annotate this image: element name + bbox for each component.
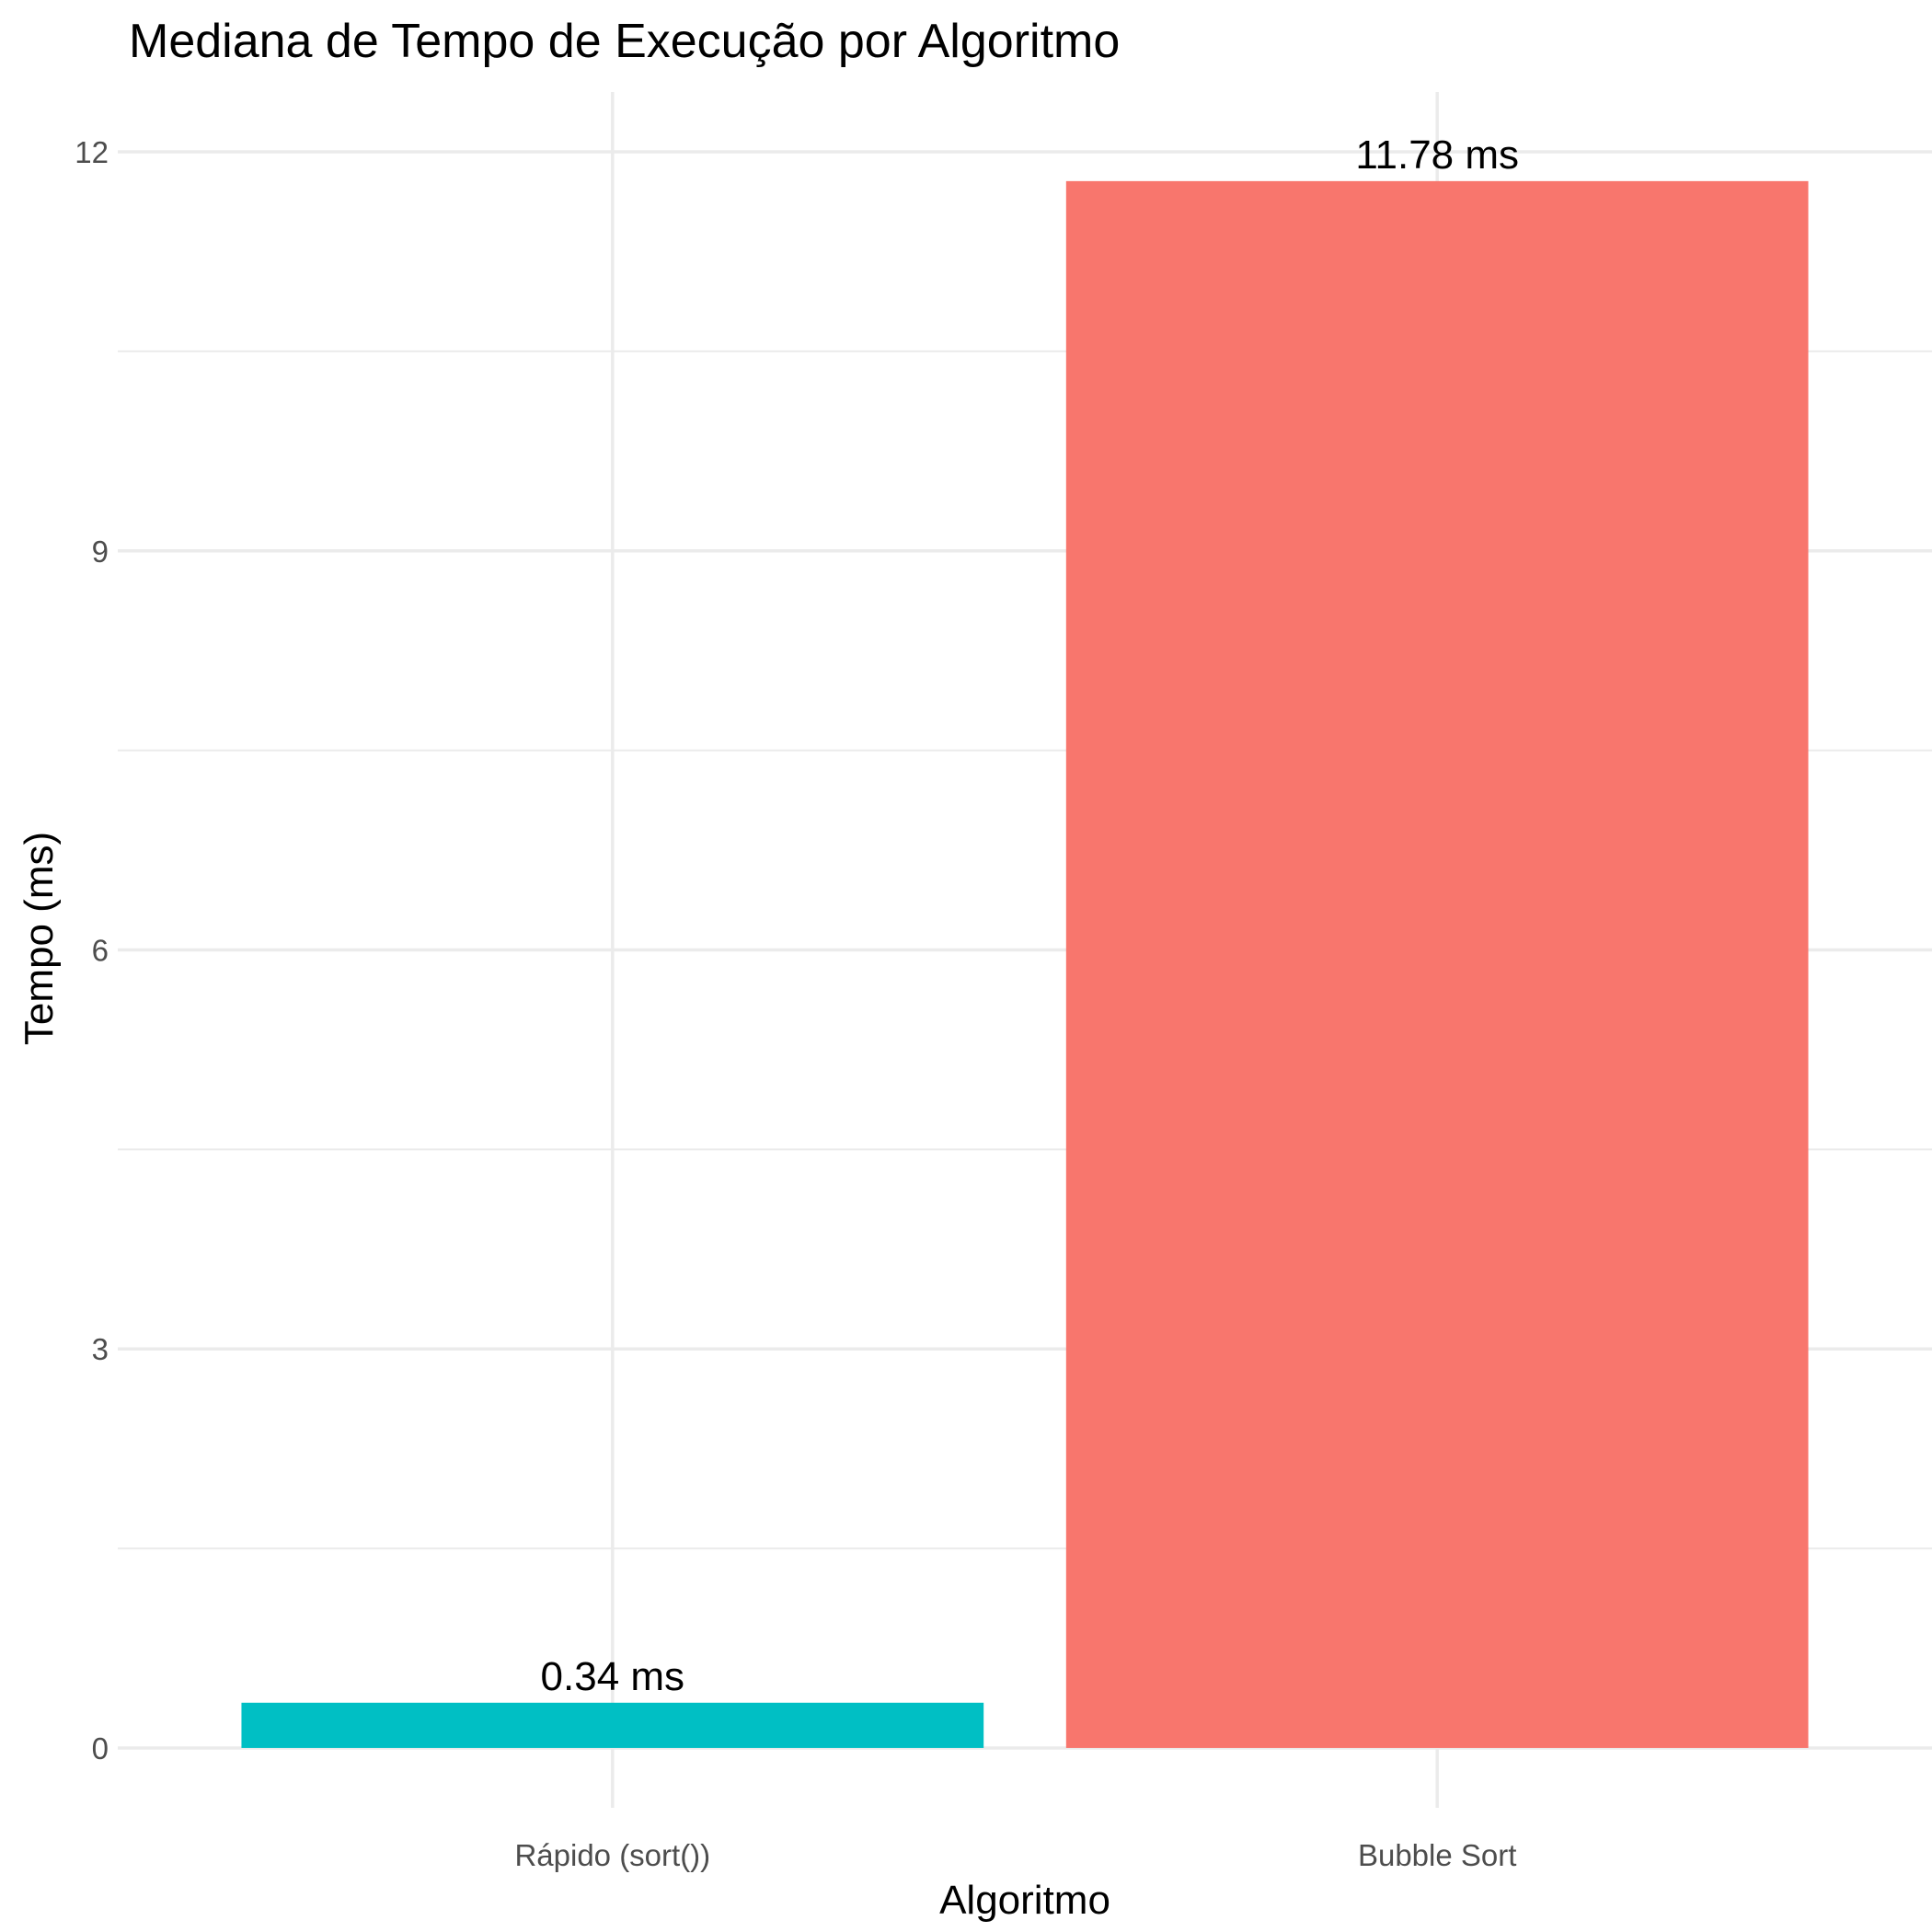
x-axis-ticks: Rápido (sort()) Bubble Sort [514,1838,1516,1872]
y-tick-label: 0 [92,1731,109,1765]
bars [241,180,1809,1748]
y-axis-title: Tempo (ms) [17,832,62,1045]
chart-title: Mediana de Tempo de Execução por Algorit… [129,15,1120,68]
y-tick-label: 12 [75,135,109,169]
bar [1065,180,1809,1748]
bar-data-label: 11.78 ms [1355,132,1519,178]
bar [241,1702,984,1748]
x-axis-title: Algoritmo [939,1878,1110,1923]
y-tick-label: 9 [92,535,109,569]
y-axis-ticks: 0 3 6 9 12 [75,135,109,1765]
x-tick-label: Bubble Sort [1358,1838,1516,1872]
y-tick-label: 6 [92,934,109,968]
bar-data-label: 0.34 ms [541,1654,685,1699]
y-tick-label: 3 [92,1332,109,1366]
data-labels: 0.34 ms 11.78 ms [541,132,1519,1699]
x-tick-label: Rápido (sort()) [514,1838,710,1872]
